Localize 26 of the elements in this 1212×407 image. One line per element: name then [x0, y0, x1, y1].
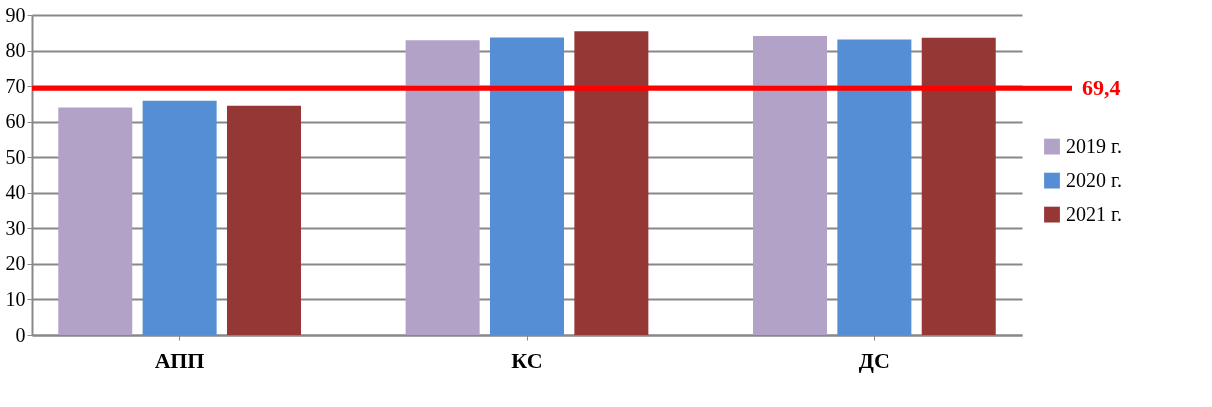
bar: [753, 35, 828, 335]
y-tick-label: 0: [15, 323, 26, 346]
legend-label: 2021 г.: [1066, 202, 1122, 225]
y-tick-label: 30: [5, 216, 26, 239]
x-tick-label: АПП: [154, 347, 205, 373]
legend-label: 2020 г.: [1066, 168, 1122, 191]
bar: [574, 31, 649, 335]
ref-line-label: 69,4: [1082, 75, 1121, 101]
y-tick-label: 40: [5, 181, 26, 204]
x-tick-label: КС: [511, 347, 543, 373]
bar: [58, 107, 133, 335]
bar: [142, 100, 217, 335]
bar: [837, 39, 912, 335]
y-tick-label: 10: [5, 287, 26, 310]
bar: [490, 37, 564, 335]
bar: [921, 37, 996, 335]
y-tick-label: 50: [5, 145, 26, 168]
bar: [226, 105, 301, 335]
y-tick-label: 90: [5, 3, 26, 26]
y-tick-label: 70: [5, 74, 26, 97]
x-tick-label: ДС: [858, 347, 890, 373]
y-tick-label: 20: [5, 252, 26, 275]
bar: [405, 40, 480, 335]
y-tick-label: 60: [5, 110, 26, 133]
legend-label: 2019 г.: [1066, 134, 1122, 157]
y-tick-label: 80: [5, 39, 26, 62]
